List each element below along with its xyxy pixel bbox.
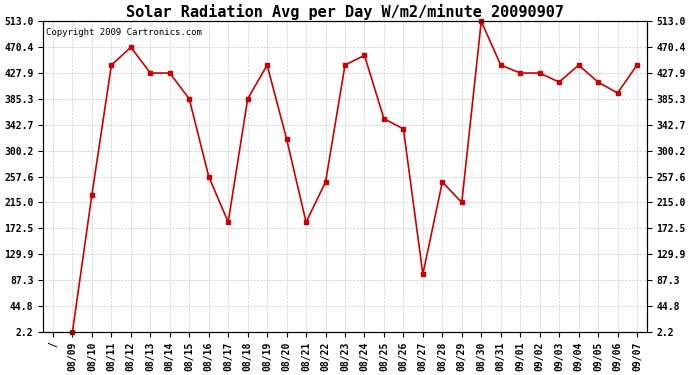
Title: Solar Radiation Avg per Day W/m2/minute 20090907: Solar Radiation Avg per Day W/m2/minute … (126, 4, 564, 20)
Text: Copyright 2009 Cartronics.com: Copyright 2009 Cartronics.com (46, 27, 202, 36)
